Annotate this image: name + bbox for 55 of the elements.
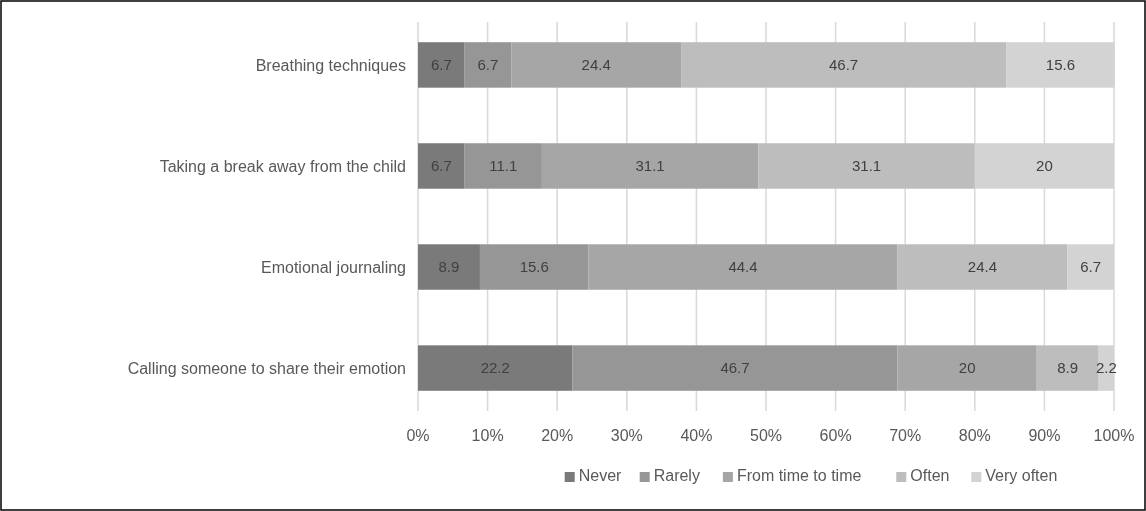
data-label: 24.4 <box>581 56 611 74</box>
data-label: 6.7 <box>430 56 452 74</box>
data-label: 44.4 <box>728 258 758 276</box>
x-tick-label: 10% <box>471 427 504 444</box>
data-label: 22.2 <box>480 359 510 377</box>
legend-label: Never <box>578 467 623 484</box>
data-label: 24.4 <box>967 258 998 276</box>
data-label: 8.9 <box>438 258 460 276</box>
bar <box>541 143 759 189</box>
bar <box>758 143 975 189</box>
legend-label: Rarely <box>653 467 700 484</box>
x-tick-label: 80% <box>958 427 991 444</box>
y-tick-label: Taking a break away from the child <box>159 157 406 175</box>
x-tick-label: 20% <box>541 427 574 444</box>
data-label: 15.6 <box>1045 56 1076 74</box>
y-tick-label: Calling someone to share their emotion <box>127 359 406 377</box>
bar <box>588 244 898 290</box>
data-label: 15.6 <box>519 258 549 276</box>
y-tick-label: Breathing techniques <box>255 56 406 74</box>
data-label: 20 <box>1036 157 1053 175</box>
bar <box>418 143 465 189</box>
x-tick-label: 40% <box>680 427 713 444</box>
y-tick-label: Emotional journaling <box>261 258 406 276</box>
x-tick-label: 60% <box>819 427 852 444</box>
legend-label: Very often <box>985 467 1058 484</box>
x-tick-label: 100% <box>1093 427 1135 444</box>
data-label: 20 <box>958 359 976 377</box>
x-tick-label: 0% <box>406 427 430 444</box>
data-label: 46.7 <box>720 359 750 377</box>
data-label: 8.9 <box>1057 359 1079 377</box>
bar <box>418 42 465 88</box>
x-tick-label: 70% <box>889 427 922 444</box>
bar <box>897 244 1068 290</box>
data-label: 2.2 <box>1095 359 1117 377</box>
bar <box>479 244 589 290</box>
legend-label: Often <box>910 467 950 484</box>
bar <box>418 345 573 391</box>
bar <box>464 143 542 189</box>
data-label: 31.1 <box>635 157 665 175</box>
bar <box>897 345 1037 391</box>
data-label: 31.1 <box>851 157 882 175</box>
bar <box>418 244 480 290</box>
x-tick-label: 90% <box>1028 427 1061 444</box>
data-label: 11.1 <box>489 157 518 175</box>
legend-label: From time to time <box>736 467 862 484</box>
bar <box>464 42 512 88</box>
data-label: 46.7 <box>829 56 859 74</box>
bar <box>681 42 1007 88</box>
x-tick-label: 50% <box>749 427 783 444</box>
data-label: 6.7 <box>477 56 499 74</box>
data-label: 6.7 <box>1080 258 1102 276</box>
bar <box>511 42 682 88</box>
data-label: 6.7 <box>430 157 452 175</box>
bar <box>572 345 898 391</box>
x-tick-label: 30% <box>610 427 643 444</box>
